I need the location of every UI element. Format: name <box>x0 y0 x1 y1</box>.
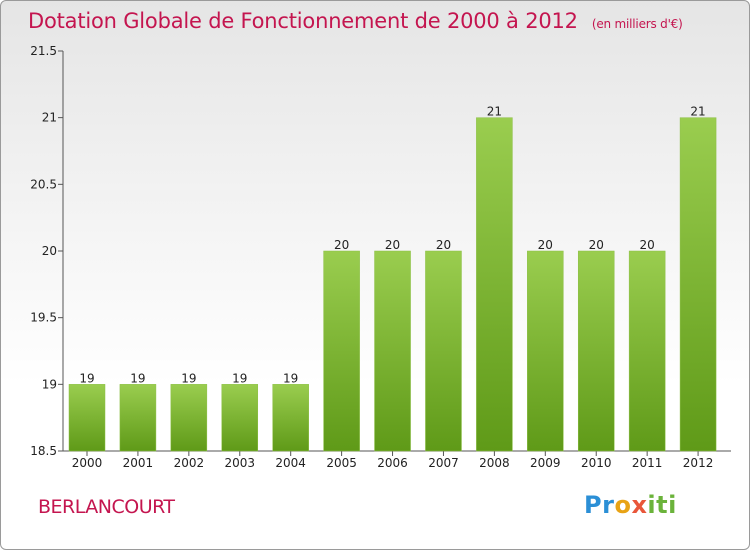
bar-value-label: 19 <box>130 371 145 385</box>
x-tick-label: 2010 <box>581 456 612 470</box>
chart-title-text: Dotation Globale de Fonctionnement de 20… <box>28 9 578 33</box>
bar-value-label: 21 <box>690 105 705 119</box>
bar-2006 <box>374 250 411 452</box>
bar-2005 <box>323 250 360 452</box>
proxiti-logo: Proxiti <box>584 491 677 519</box>
x-tick-label: 2007 <box>428 456 459 470</box>
bar-value-label: 19 <box>79 371 94 385</box>
x-tick-label: 2004 <box>275 456 306 470</box>
y-tick-label: 19 <box>42 377 57 391</box>
bar-2004 <box>272 384 309 452</box>
bar-value-label: 20 <box>538 238 553 252</box>
x-tick-label: 2002 <box>174 456 205 470</box>
y-tick-label: 20.5 <box>30 177 57 191</box>
x-tick-label: 2011 <box>632 456 663 470</box>
bar-2001 <box>119 384 157 452</box>
bar-value-label: 20 <box>385 238 400 252</box>
bar-2007 <box>425 250 462 452</box>
bar-value-label: 19 <box>181 371 196 385</box>
bar-value-label: 20 <box>640 238 655 252</box>
y-tick-label: 20 <box>42 244 57 258</box>
bar-value-label: 20 <box>334 238 349 252</box>
x-tick-label: 2000 <box>72 456 103 470</box>
x-tick-label: 2005 <box>326 456 357 470</box>
bar-value-label: 19 <box>232 371 247 385</box>
x-tick-label: 2009 <box>530 456 561 470</box>
bar-value-label: 19 <box>283 371 298 385</box>
x-tick-label: 2001 <box>123 456 154 470</box>
y-tick-label: 18.5 <box>30 444 57 458</box>
x-tick-label: 2008 <box>479 456 510 470</box>
x-tick-label: 2003 <box>224 456 255 470</box>
bar-2008 <box>476 117 513 452</box>
bar-2010 <box>577 250 615 452</box>
bar-2009 <box>527 250 564 452</box>
bar-2003 <box>221 384 259 452</box>
x-tick-label: 2012 <box>683 456 714 470</box>
bar-2002 <box>170 384 208 452</box>
y-tick-label: 19.5 <box>30 311 57 325</box>
bar-value-label: 21 <box>487 105 502 119</box>
x-tick-label: 2006 <box>377 456 408 470</box>
bar-2012 <box>679 117 717 452</box>
chart-title: Dotation Globale de Fonctionnement de 20… <box>28 9 683 33</box>
unit-note: (en milliers d'€) <box>591 17 683 31</box>
bar-2000 <box>68 384 106 452</box>
y-tick-label: 21.5 <box>30 44 57 58</box>
y-tick-label: 21 <box>42 111 57 125</box>
bar-2011 <box>628 250 666 452</box>
commune-name: BERLANCOURT <box>38 496 175 518</box>
bar-value-label: 20 <box>589 238 604 252</box>
bar-value-label: 20 <box>436 238 451 252</box>
